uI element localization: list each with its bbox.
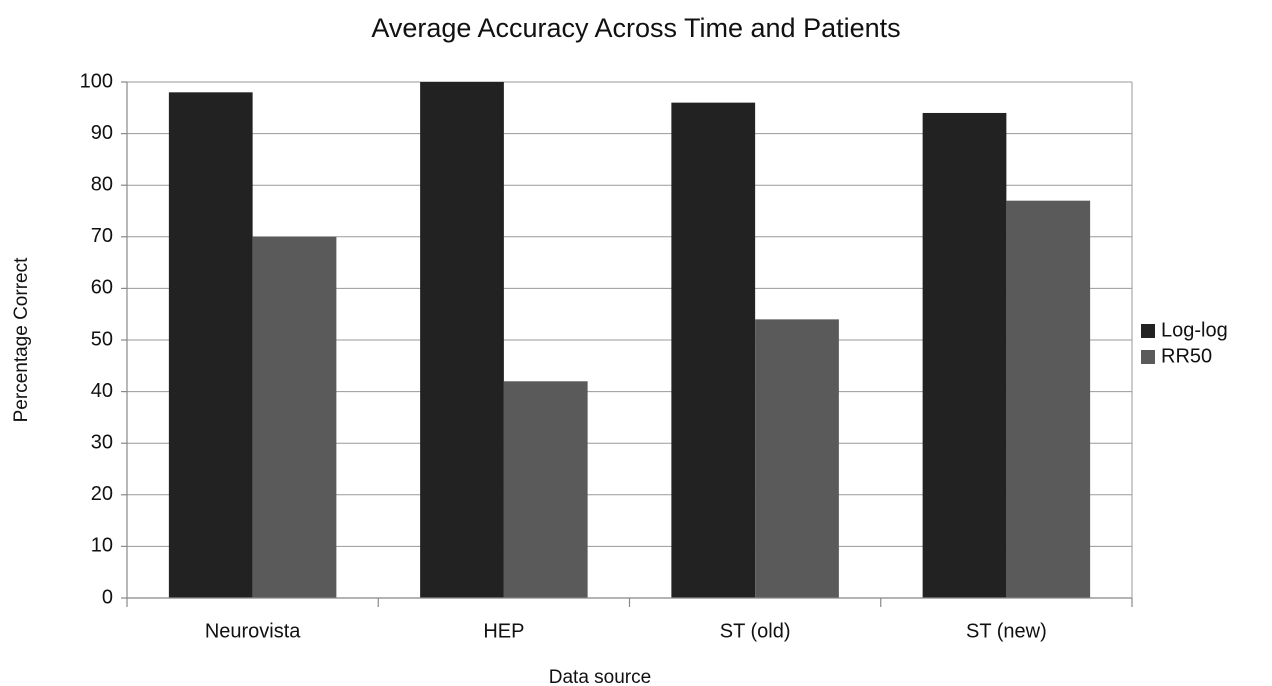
y-tick-label: 60 xyxy=(91,277,113,299)
y-tick-label: 100 xyxy=(80,70,113,92)
bar xyxy=(755,319,839,598)
legend-label: Log-log xyxy=(1161,319,1228,341)
y-tick-label: 40 xyxy=(91,380,113,402)
x-tick-label: ST (new) xyxy=(966,620,1047,642)
legend-swatch xyxy=(1141,350,1155,364)
bar xyxy=(168,92,253,598)
x-tick-label: ST (old) xyxy=(720,620,791,642)
chart-title: Average Accuracy Across Time and Patient… xyxy=(371,13,900,43)
legend-swatch xyxy=(1141,324,1155,338)
y-tick-label: 10 xyxy=(91,535,113,557)
y-tick-label: 0 xyxy=(102,586,113,608)
bar xyxy=(420,82,504,598)
bar xyxy=(922,112,1007,599)
bar xyxy=(671,102,756,598)
y-tick-label: 20 xyxy=(91,483,113,505)
bar xyxy=(503,381,588,598)
y-tick-label: 80 xyxy=(91,173,113,195)
y-axis-label: Percentage Correct xyxy=(11,257,32,422)
x-tick-label: Neurovista xyxy=(205,620,301,642)
x-tick-label: HEP xyxy=(483,620,524,642)
x-axis-label: Data source xyxy=(549,667,651,686)
y-tick-label: 30 xyxy=(91,431,113,453)
y-tick-label: 50 xyxy=(91,328,113,350)
bar xyxy=(252,236,337,599)
bar xyxy=(1006,200,1091,598)
y-tick-label: 70 xyxy=(91,225,113,247)
legend-label: RR50 xyxy=(1161,345,1212,367)
y-tick-label: 90 xyxy=(91,122,113,144)
